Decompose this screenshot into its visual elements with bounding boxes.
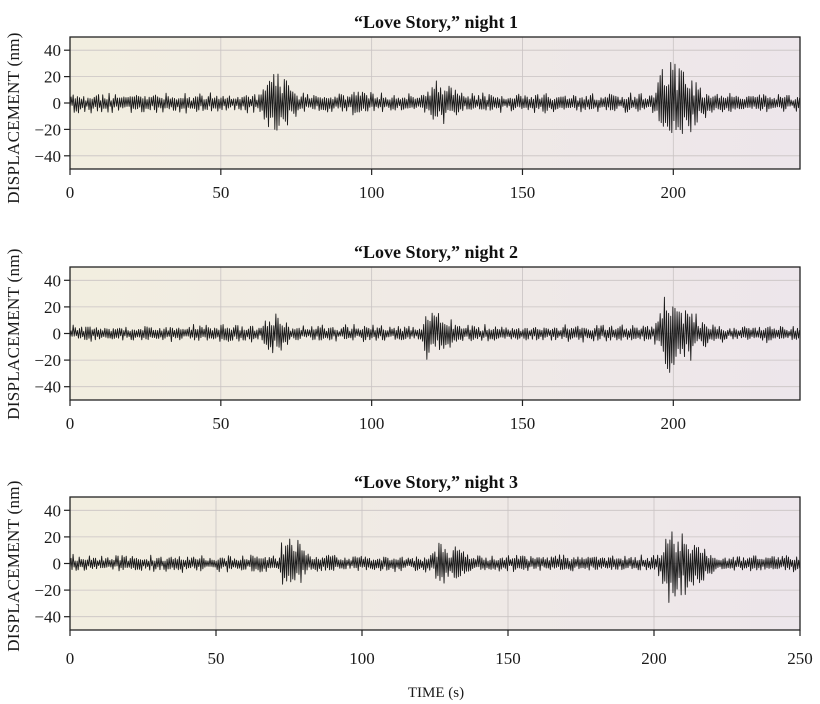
y-tick-label: 0 [53,325,62,344]
x-tick-label: 0 [66,414,75,433]
y-tick-label: −40 [34,147,61,166]
seismogram-trace [69,531,801,603]
chart-title: “Love Story,” night 2 [354,242,518,262]
x-tick-label: 150 [510,414,536,433]
x-tick-label: 100 [359,183,385,202]
y-tick-label: 20 [44,298,61,317]
y-tick-label: 40 [44,271,61,290]
chart-panel-night-2: “Love Story,” night 2 DISPLACEMENT (nm) … [4,242,801,433]
x-tick-label: 50 [208,649,225,668]
y-axis-label: DISPLACEMENT (nm) [4,32,23,203]
x-tick-label: 100 [359,414,385,433]
x-tick-label: 50 [212,414,229,433]
x-tick-label: 0 [66,183,75,202]
y-tick-label: −20 [34,120,61,139]
plot-frame [69,496,801,631]
x-tick-label: 200 [641,649,667,668]
seismogram-trace [69,61,800,134]
y-tick-label: 0 [53,94,62,113]
seismogram-trace [69,296,800,373]
y-tick-label: −40 [34,608,61,627]
x-tick-label: 100 [349,649,375,668]
y-tick-label: −40 [34,378,61,397]
chart-title: “Love Story,” night 1 [354,12,518,32]
y-tick-label: −20 [34,351,61,370]
plot-frame [69,266,801,401]
y-tick-label: 40 [44,501,61,520]
chart-panel-night-3: “Love Story,” night 3 DISPLACEMENT (nm) … [4,472,813,701]
x-tick-label: 150 [495,649,521,668]
x-tick-label: 250 [787,649,813,668]
x-tick-label: 200 [661,183,687,202]
x-axis-label: TIME (s) [408,685,464,701]
chart-panel-night-1: “Love Story,” night 1 DISPLACEMENT (nm) … [4,12,801,204]
y-axis-label: DISPLACEMENT (nm) [4,248,23,419]
chart-title: “Love Story,” night 3 [354,472,518,492]
x-tick-label: 150 [510,183,536,202]
y-axis-label: DISPLACEMENT (nm) [4,480,23,651]
y-tick-label: 20 [44,68,61,87]
x-tick-label: 50 [212,183,229,202]
y-tick-label: 20 [44,528,61,547]
x-tick-label: 0 [66,649,75,668]
y-tick-label: −20 [34,581,61,600]
x-tick-label: 200 [661,414,687,433]
y-tick-label: 0 [53,555,62,574]
plot-frame [69,36,801,170]
y-tick-label: 40 [44,41,61,60]
